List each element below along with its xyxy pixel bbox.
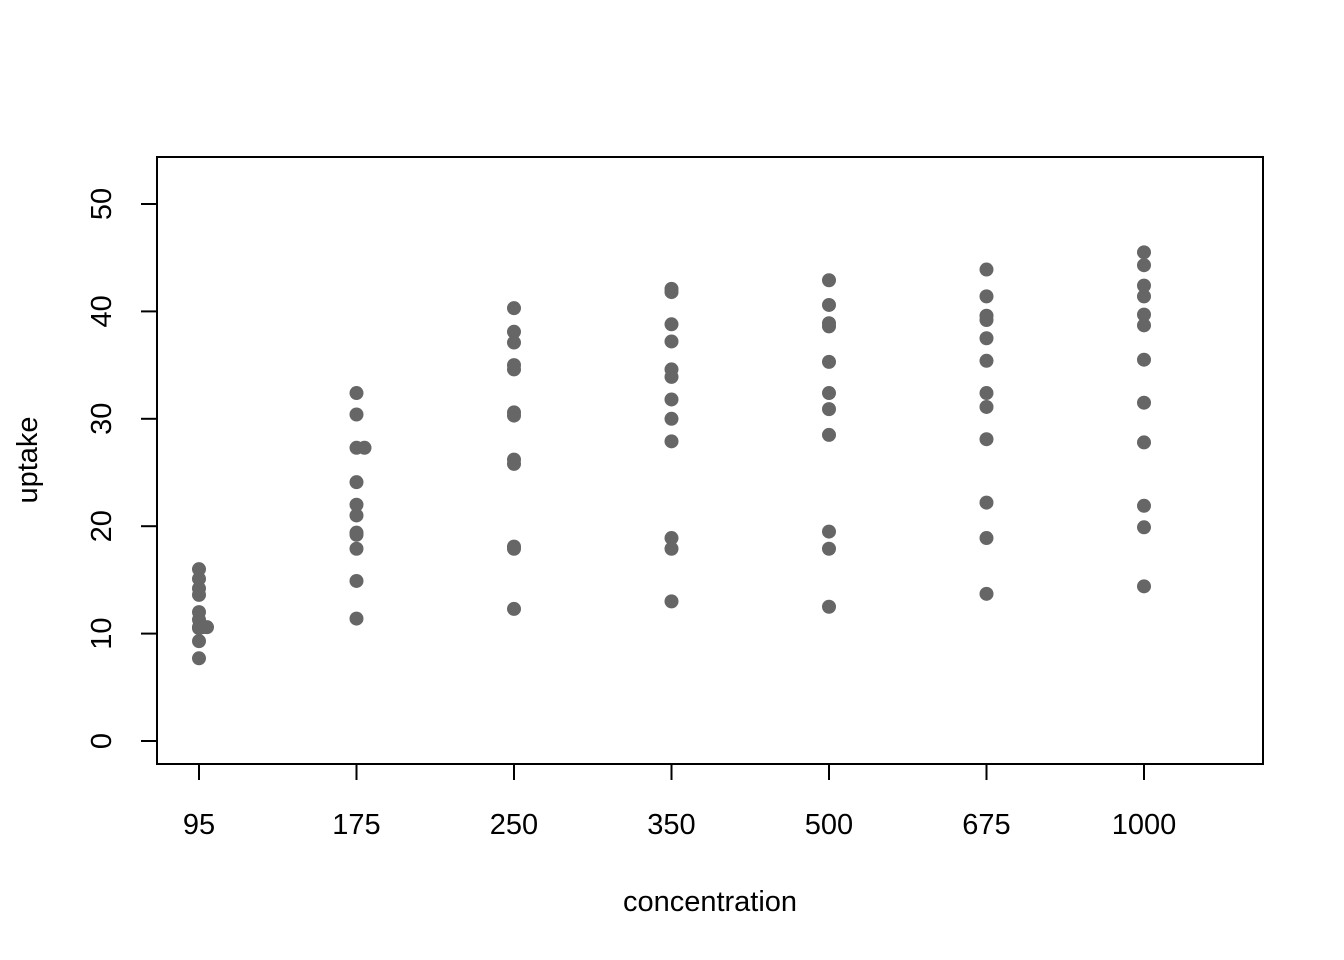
data-point — [350, 528, 364, 542]
data-point — [665, 317, 679, 331]
data-point — [1137, 499, 1151, 513]
data-point — [665, 412, 679, 426]
data-point — [350, 386, 364, 400]
data-point — [1137, 520, 1151, 534]
data-point — [980, 531, 994, 545]
data-point — [507, 336, 521, 350]
data-point — [980, 331, 994, 345]
data-point — [822, 542, 836, 556]
data-point — [1137, 579, 1151, 593]
y-tick-label: 10 — [86, 617, 118, 649]
data-point — [665, 392, 679, 406]
data-point — [507, 602, 521, 616]
data-point — [822, 273, 836, 287]
data-point — [665, 434, 679, 448]
data-point — [980, 400, 994, 414]
data-point — [507, 362, 521, 376]
data-point — [192, 634, 206, 648]
data-point — [1137, 318, 1151, 332]
data-point — [1137, 289, 1151, 303]
data-point — [980, 496, 994, 510]
data-point — [192, 588, 206, 602]
data-point — [980, 354, 994, 368]
data-point — [507, 457, 521, 471]
data-point — [1137, 245, 1151, 259]
data-point — [980, 313, 994, 327]
data-point — [980, 432, 994, 446]
data-point — [1137, 353, 1151, 367]
x-tick-label: 95 — [183, 809, 215, 841]
data-point — [822, 319, 836, 333]
y-tick-label: 20 — [86, 510, 118, 542]
data-point — [665, 370, 679, 384]
x-tick-label: 675 — [962, 809, 1010, 841]
y-tick-label: 30 — [86, 403, 118, 435]
data-point — [665, 594, 679, 608]
x-tick-label: 500 — [805, 809, 853, 841]
data-point — [980, 289, 994, 303]
x-axis-title: concentration — [623, 886, 797, 918]
data-point — [200, 620, 214, 634]
data-point — [358, 441, 372, 455]
x-tick-label: 1000 — [1112, 809, 1177, 841]
data-point — [822, 355, 836, 369]
data-point — [822, 298, 836, 312]
data-point — [980, 587, 994, 601]
data-point — [980, 386, 994, 400]
data-point — [350, 612, 364, 626]
data-point — [822, 428, 836, 442]
data-point — [665, 334, 679, 348]
data-point — [665, 542, 679, 556]
data-point — [822, 386, 836, 400]
data-point — [507, 542, 521, 556]
data-point — [192, 651, 206, 665]
data-point — [507, 301, 521, 315]
y-axis-title: uptake — [12, 416, 44, 503]
data-point — [507, 409, 521, 423]
y-tick-label: 50 — [86, 188, 118, 220]
data-point — [350, 542, 364, 556]
data-point — [350, 475, 364, 489]
data-point — [350, 574, 364, 588]
data-point — [1137, 258, 1151, 272]
data-point — [665, 285, 679, 299]
data-point — [822, 525, 836, 539]
data-point — [1137, 435, 1151, 449]
data-point — [980, 263, 994, 277]
data-point — [822, 402, 836, 416]
y-tick-label: 0 — [86, 733, 118, 749]
data-point — [822, 600, 836, 614]
data-point — [1137, 396, 1151, 410]
data-point — [350, 408, 364, 422]
y-tick-label: 40 — [86, 295, 118, 327]
x-tick-label: 250 — [490, 809, 538, 841]
x-tick-label: 175 — [332, 809, 380, 841]
data-point — [350, 508, 364, 522]
x-tick-label: 350 — [647, 809, 695, 841]
